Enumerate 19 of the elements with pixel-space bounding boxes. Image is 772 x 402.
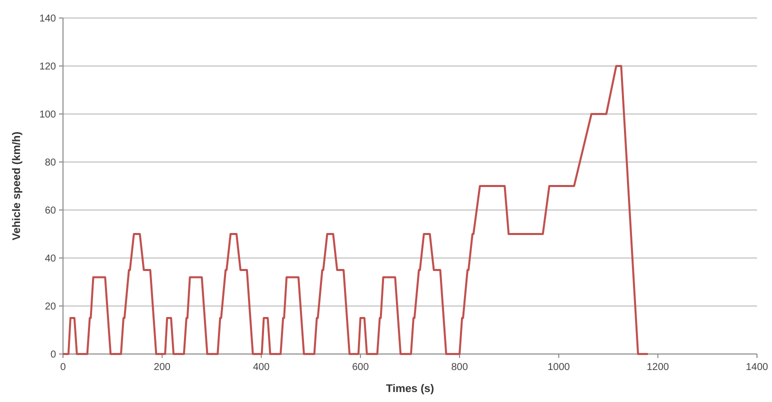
x-tick-label: 1000 [548,362,570,373]
x-tick-label: 400 [252,362,270,373]
y-tick-label: 60 [44,206,56,216]
x-tick-label: 800 [451,362,468,373]
x-tick-label: 1400 [746,362,769,373]
y-tick-label: 20 [44,302,56,312]
x-tick-label: 1200 [646,362,670,373]
y-axis-title: Vehicle speed (km/h) [11,131,23,240]
y-tick-label: 120 [39,62,56,72]
y-tick-label: 80 [44,158,56,168]
y-tick-label: 100 [39,110,56,120]
y-tick-label: 40 [44,254,56,264]
x-tick-label: 0 [60,362,66,373]
x-tick-label: 200 [154,362,171,373]
line-series [62,65,649,355]
y-tick-label: 0 [50,350,56,360]
x-axis-title: Times (s) [386,383,434,395]
y-tick-label: 140 [39,14,56,24]
x-tick-label: 600 [352,362,370,373]
